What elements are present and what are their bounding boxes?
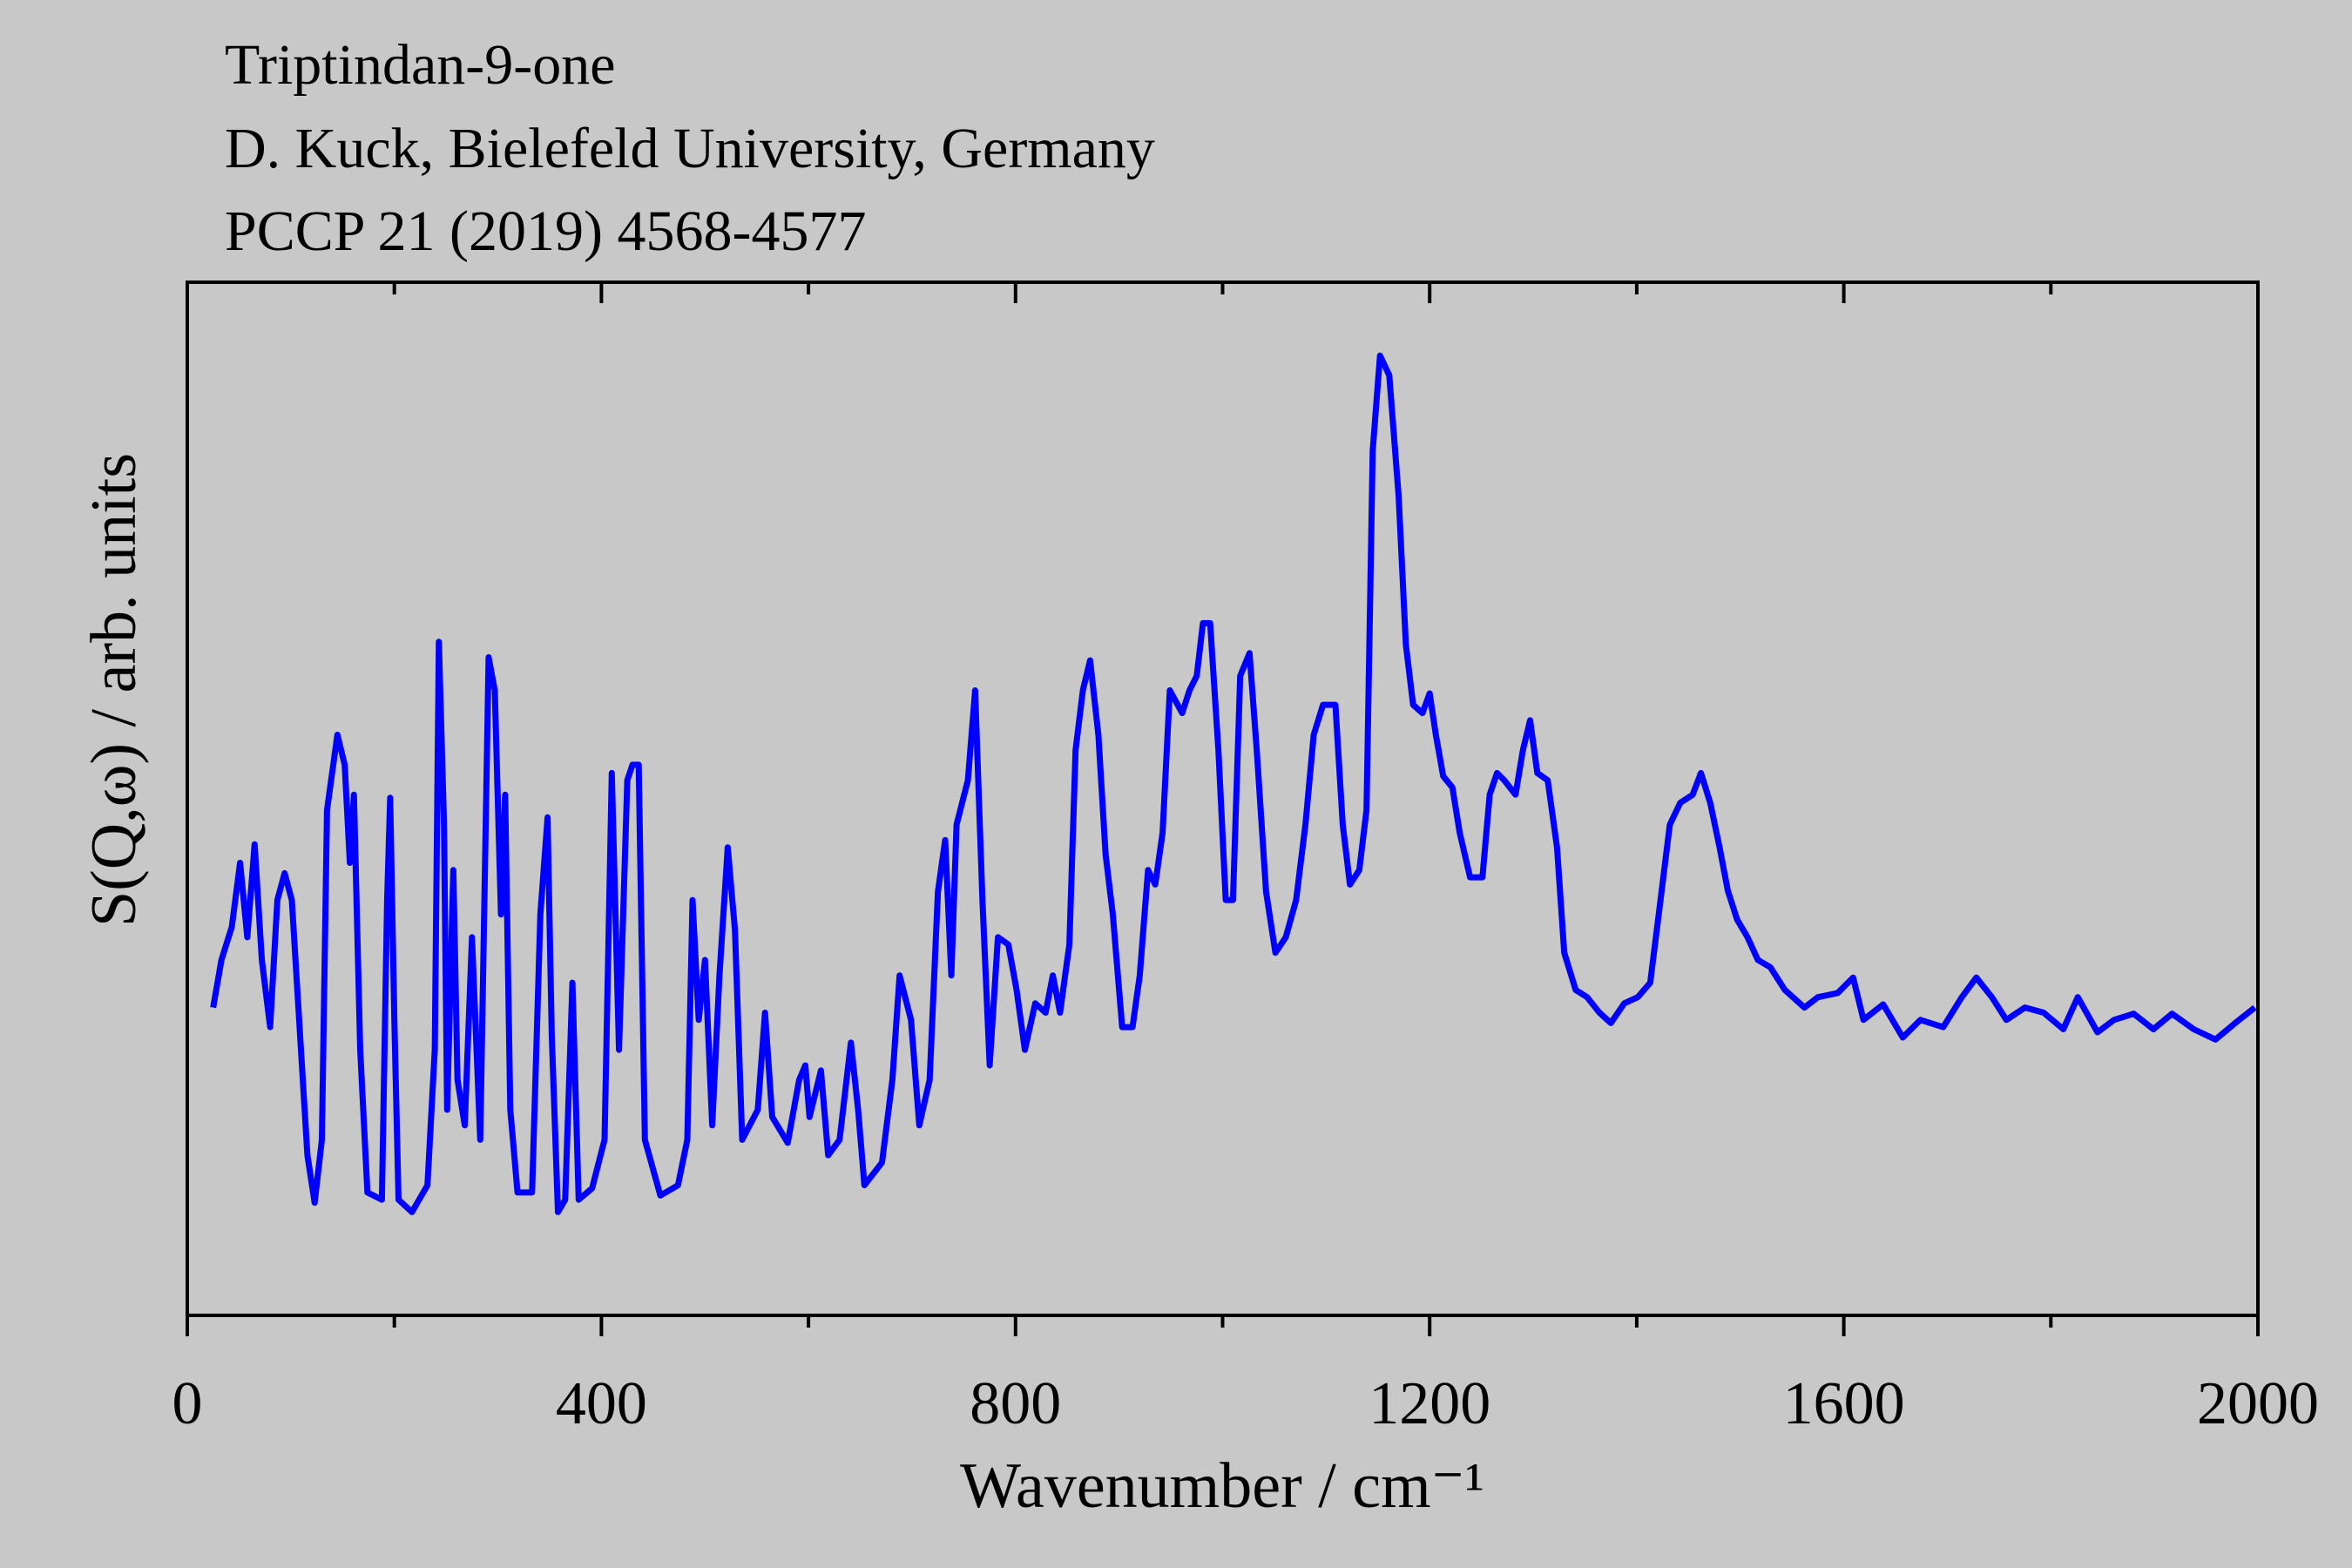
- x-tick-label: 400: [556, 1370, 647, 1437]
- x-tick-label: 800: [970, 1370, 1061, 1437]
- data-line: [210, 352, 2257, 1215]
- chart-subtitle: D. Kuck, Bielefeld University, Germany: [225, 117, 1155, 180]
- chart-subtitle: PCCP 21 (2019) 4568-4577: [225, 199, 866, 263]
- x-tick-label: 0: [172, 1370, 203, 1437]
- plot-frame: [186, 280, 2260, 1317]
- x-axis-label: Wavenumber / cm⁻¹: [960, 1450, 1484, 1522]
- x-tick-label: 1200: [1369, 1370, 1490, 1437]
- chart-title: Triptindan-9-one: [225, 33, 616, 97]
- y-axis-label: S(Q,ω) / arb. units: [78, 453, 150, 927]
- x-tick-label: 1600: [1783, 1370, 1905, 1437]
- x-tick-label: 2000: [2197, 1370, 2319, 1437]
